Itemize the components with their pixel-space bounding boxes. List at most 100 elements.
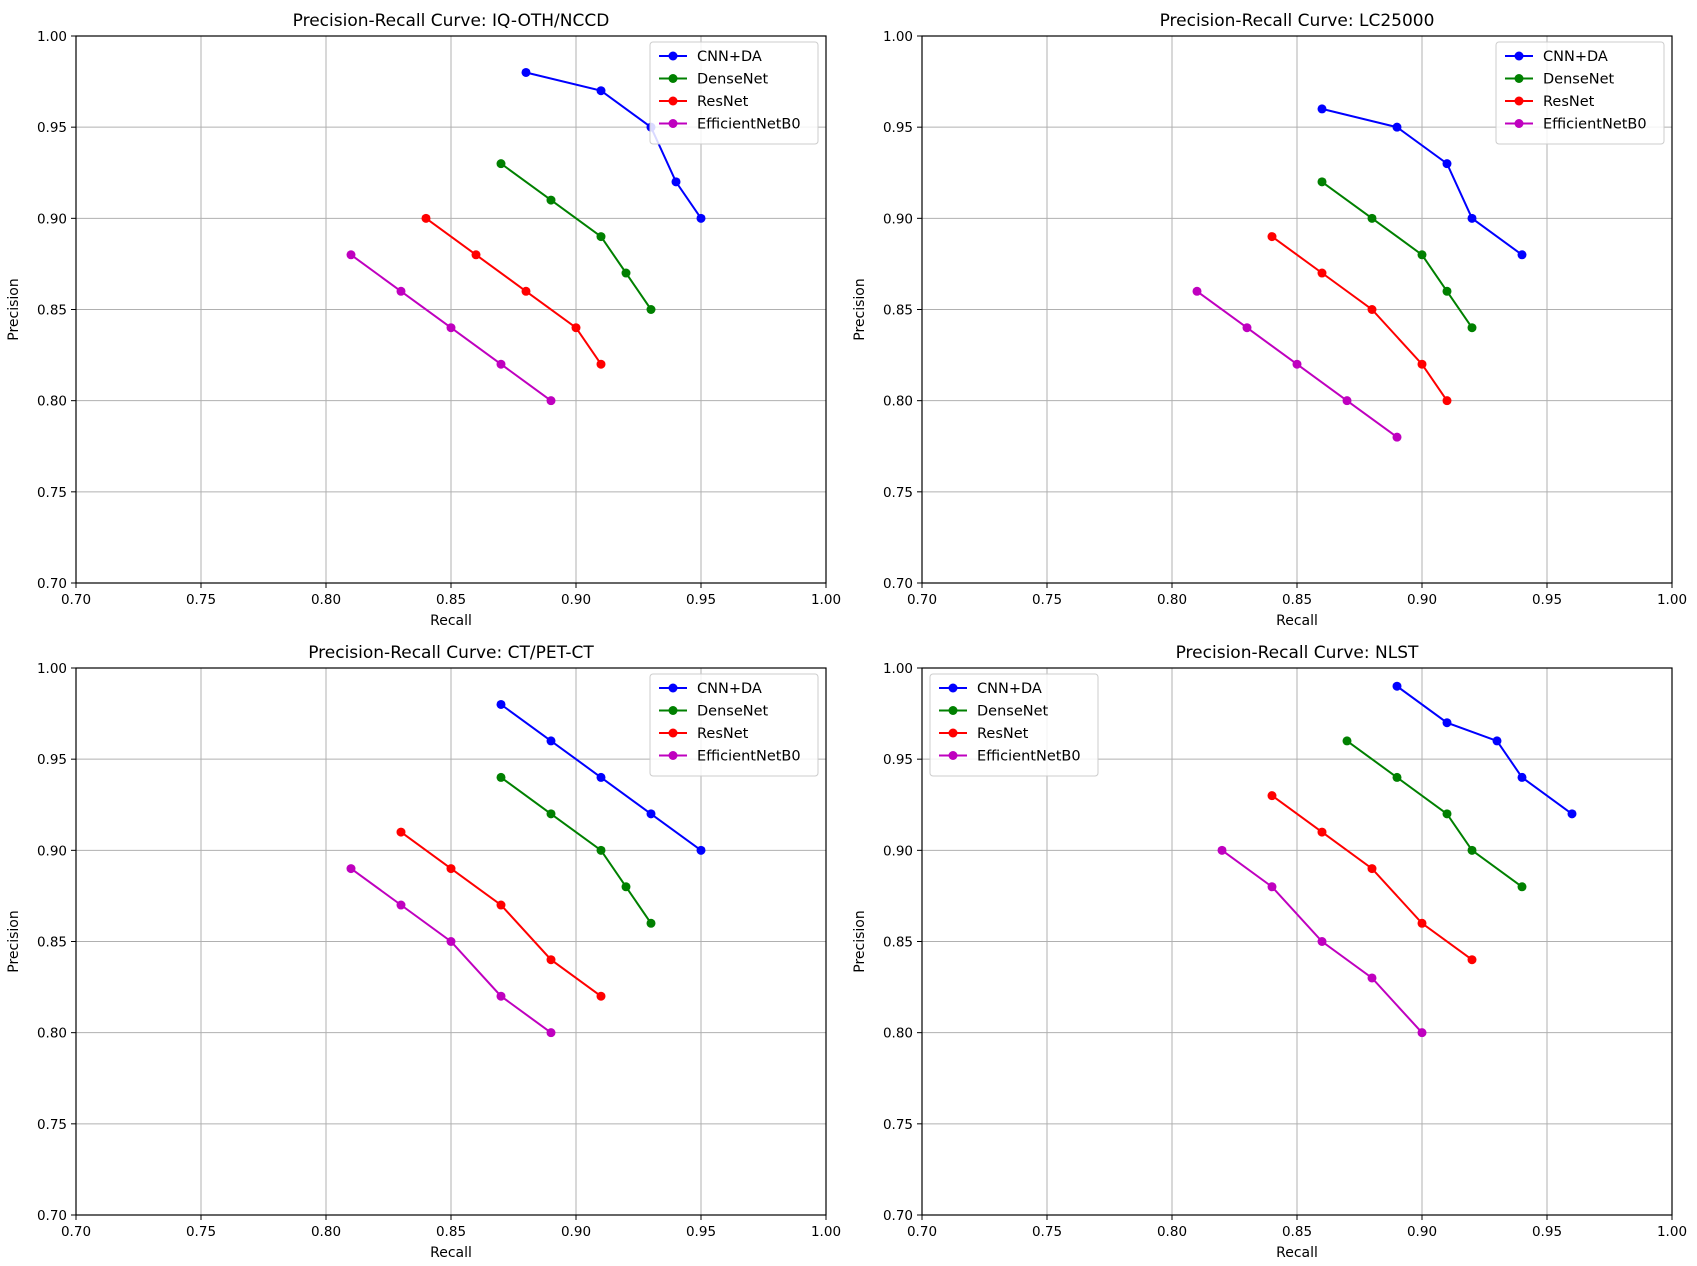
data-point: [1417, 250, 1427, 260]
data-point: [621, 882, 631, 892]
data-point: [1467, 323, 1477, 333]
legend: CNN+DA DenseNet ResNet EfficientNetB0: [929, 673, 1099, 777]
legend-marker: [1514, 96, 1524, 106]
y-tick-label: 1.00: [883, 29, 913, 45]
legend-marker: [668, 751, 678, 760]
series-resnet: [396, 827, 606, 1001]
y-tick-label: 0.85: [37, 935, 67, 951]
y-axis-label: Precision: [852, 910, 868, 972]
legend-label: ResNet: [977, 726, 1029, 742]
x-tick-label: 0.85: [1282, 592, 1312, 608]
y-tick-label: 0.70: [37, 576, 67, 592]
data-point: [596, 772, 606, 782]
y-tick-label: 0.70: [37, 1208, 67, 1224]
data-point: [1267, 882, 1277, 892]
data-point: [521, 67, 531, 77]
series-resnet: [1267, 232, 1452, 406]
x-tick-label: 0.95: [1532, 1224, 1562, 1240]
data-point: [396, 827, 406, 837]
data-point: [496, 359, 506, 369]
data-point: [1267, 791, 1277, 801]
legend-label: CNN+DA: [977, 681, 1042, 697]
data-point: [1442, 396, 1452, 406]
x-tick-label: 1.00: [811, 1224, 841, 1240]
data-point: [1417, 359, 1427, 369]
data-point: [1342, 396, 1352, 406]
data-point: [346, 250, 356, 260]
data-point: [546, 396, 556, 406]
x-tick-label: 0.80: [1157, 1224, 1187, 1240]
data-point: [646, 305, 656, 314]
chart-title: Precision-Recall Curve: LC25000: [1160, 11, 1435, 31]
data-point: [1367, 973, 1377, 983]
data-point: [496, 699, 506, 709]
chart-title: Precision-Recall Curve: IQ-OTH/NCCD: [293, 11, 610, 31]
legend-label: EfficientNetB0: [697, 117, 801, 133]
data-point: [1392, 432, 1402, 442]
y-tick-label: 0.75: [883, 1117, 913, 1133]
x-tick-label: 0.75: [1032, 1224, 1062, 1240]
data-point: [446, 937, 456, 946]
y-tick-label: 0.70: [883, 1208, 913, 1224]
x-tick-label: 0.95: [686, 592, 716, 608]
legend-label: DenseNet: [977, 704, 1049, 720]
data-point: [596, 359, 606, 369]
series-densenet: [1342, 736, 1527, 892]
legend-label: EfficientNetB0: [977, 749, 1081, 765]
legend-marker: [668, 728, 678, 738]
data-point: [1492, 736, 1502, 746]
y-tick-label: 0.90: [37, 211, 67, 227]
data-point: [646, 918, 656, 928]
x-tick-label: 0.90: [1407, 592, 1437, 608]
y-tick-label: 0.95: [883, 752, 913, 768]
data-point: [496, 991, 506, 1001]
x-tick-label: 0.95: [686, 1224, 716, 1240]
legend-label: DenseNet: [697, 704, 769, 720]
y-tick-label: 0.90: [883, 843, 913, 859]
data-point: [346, 864, 356, 874]
data-point: [1567, 809, 1577, 819]
data-point: [1267, 232, 1277, 242]
legend-marker: [1514, 74, 1524, 83]
data-point: [421, 213, 431, 223]
y-tick-label: 0.95: [883, 120, 913, 136]
x-tick-label: 0.75: [186, 592, 216, 608]
data-point: [1442, 159, 1452, 169]
data-point: [1342, 736, 1352, 746]
series-densenet: [1317, 177, 1477, 333]
data-point: [621, 268, 631, 278]
y-tick-label: 0.85: [883, 303, 913, 319]
chart-panel-2: 0.70 0.75 0.80 0.85 0.90 0.95 1.00 0.70 0.75 0.80…: [852, 11, 1687, 629]
series-efficientnetb0: [346, 864, 556, 1038]
data-point: [1217, 845, 1227, 855]
data-point: [596, 86, 606, 96]
legend-marker: [948, 728, 958, 738]
series-line: [1271, 794, 1473, 961]
series-resnet: [1267, 791, 1477, 965]
series-line: [1321, 181, 1473, 329]
legend-label: EfficientNetB0: [1543, 117, 1647, 133]
y-tick-label: 1.00: [37, 29, 67, 45]
data-point: [1417, 918, 1427, 928]
x-tick-label: 0.75: [186, 1224, 216, 1240]
data-point: [696, 845, 706, 855]
y-tick-label: 0.80: [883, 394, 913, 410]
x-tick-label: 0.80: [1157, 592, 1187, 608]
x-tick-label: 1.00: [1657, 1224, 1687, 1240]
x-tick-label: 0.85: [436, 592, 466, 608]
data-point: [1317, 104, 1327, 114]
x-axis-label: Recall: [1276, 613, 1318, 629]
y-tick-label: 0.75: [883, 485, 913, 501]
y-tick-label: 0.70: [883, 576, 913, 592]
data-point: [1442, 809, 1452, 819]
x-tick-label: 0.70: [907, 592, 937, 608]
x-tick-label: 0.85: [436, 1224, 466, 1240]
legend-box: [649, 673, 819, 777]
data-point: [1367, 213, 1377, 223]
legend-box: [1495, 41, 1665, 145]
data-point: [1392, 122, 1402, 132]
data-point: [1192, 286, 1202, 296]
data-point: [596, 991, 606, 1001]
series-efficientnetb0: [1192, 286, 1402, 442]
legend-label: CNN+DA: [697, 681, 762, 697]
